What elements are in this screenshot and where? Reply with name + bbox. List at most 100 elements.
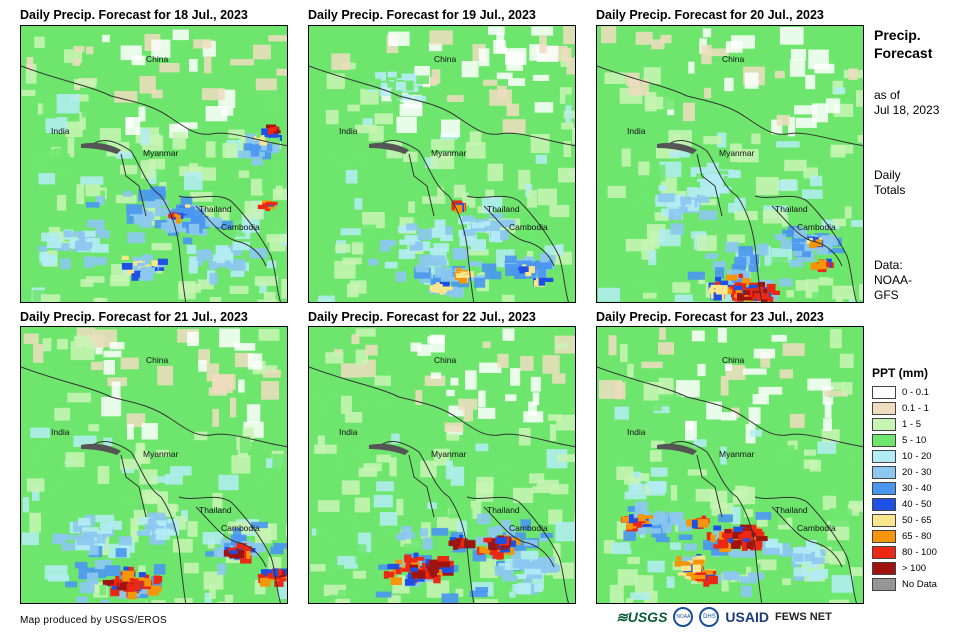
legend-swatch [872, 401, 896, 415]
legend-item: 10 - 20 [872, 448, 937, 464]
precip-raster [597, 26, 863, 302]
map-panel-3: China India Myanmar Thailand Cambodia [596, 25, 864, 303]
panel-title-2: Daily Precip. Forecast for 19 Jul., 2023 [308, 8, 536, 22]
place-label-china: China [434, 54, 457, 64]
place-label-thailand: Thailand [199, 204, 232, 214]
precip-raster [21, 327, 287, 603]
precip-raster [309, 327, 575, 603]
logo-strip: ≋USGS NOAA DHS USAID FEWS NET [616, 607, 832, 627]
legend-swatch [872, 481, 896, 495]
legend-swatch [872, 433, 896, 447]
place-label-cambodia: Cambodia [221, 222, 260, 232]
place-label-china: China [434, 355, 457, 365]
legend-item: 40 - 50 [872, 496, 937, 512]
as-of-date: as of Jul 18, 2023 [874, 88, 939, 118]
place-label-myanmar: Myanmar [143, 148, 179, 158]
place-label-india: India [51, 427, 70, 437]
daily-line1: Daily [874, 168, 901, 182]
legend-item: 80 - 100 [872, 544, 937, 560]
place-label-india: India [339, 126, 358, 136]
legend-label: 1 - 5 [902, 418, 922, 430]
panel-title-5: Daily Precip. Forecast for 22 Jul., 2023 [308, 310, 536, 324]
legend-item: 0.1 - 1 [872, 400, 937, 416]
legend-swatch [872, 385, 896, 399]
legend-item: 50 - 65 [872, 512, 937, 528]
legend-label: 20 - 30 [902, 466, 932, 478]
legend-swatch [872, 545, 896, 559]
panel-title-1: Daily Precip. Forecast for 18 Jul., 2023 [20, 8, 248, 22]
legend-label: No Data [902, 578, 937, 590]
legend-swatch [872, 449, 896, 463]
place-label-thailand: Thailand [487, 505, 520, 515]
place-label-india: India [51, 126, 70, 136]
usaid-logo: USAID [725, 609, 769, 625]
legend-swatch [872, 513, 896, 527]
place-label-china: China [146, 54, 169, 64]
precip-raster [597, 327, 863, 603]
precip-raster [21, 26, 287, 302]
credit-text: Map produced by USGS/EROS [20, 615, 168, 626]
map-panel-2: China India Myanmar Thailand Cambodia [308, 25, 576, 303]
legend-label: 30 - 40 [902, 482, 932, 494]
legend-item: No Data [872, 576, 937, 592]
panel-title-4: Daily Precip. Forecast for 21 Jul., 2023 [20, 310, 248, 324]
legend-title: PPT (mm) [872, 366, 929, 380]
place-label-thailand: Thailand [775, 204, 808, 214]
place-label-myanmar: Myanmar [431, 449, 467, 459]
fews-net-logo: FEWS NET [774, 611, 832, 623]
place-label-thailand: Thailand [199, 505, 232, 515]
noaa-logo: NOAA [673, 607, 694, 627]
place-label-cambodia: Cambodia [797, 222, 836, 232]
data-line1: Data: [874, 258, 903, 272]
as-of-line1: as of [874, 88, 901, 102]
daily-line2: Totals [874, 183, 906, 197]
side-title-line2: Forecast [874, 45, 933, 61]
legend-item: 0 - 0.1 [872, 384, 937, 400]
as-of-line2: Jul 18, 2023 [874, 103, 940, 117]
place-label-china: China [722, 355, 745, 365]
side-title-line1: Precip. [874, 27, 921, 43]
place-label-india: India [627, 126, 646, 136]
legend-label: 80 - 100 [902, 546, 937, 558]
legend-swatch [872, 561, 896, 575]
legend-label: 0 - 0.1 [902, 386, 929, 398]
place-label-thailand: Thailand [775, 505, 808, 515]
panel-title-6: Daily Precip. Forecast for 23 Jul., 2023 [596, 310, 824, 324]
place-label-thailand: Thailand [487, 204, 520, 214]
precip-raster [309, 26, 575, 302]
place-label-cambodia: Cambodia [797, 523, 836, 533]
legend-label: 65 - 80 [902, 530, 932, 542]
data-line2: NOAA- [874, 273, 913, 287]
place-label-myanmar: Myanmar [143, 449, 179, 459]
dhs-logo: DHS [699, 607, 720, 627]
legend-label: 10 - 20 [902, 450, 932, 462]
place-label-india: India [627, 427, 646, 437]
legend-item: 1 - 5 [872, 416, 937, 432]
legend-swatch [872, 497, 896, 511]
map-panel-1: China India Myanmar Thailand Cambodia [20, 25, 288, 303]
legend-item: 5 - 10 [872, 432, 937, 448]
legend-item: 20 - 30 [872, 464, 937, 480]
place-label-cambodia: Cambodia [221, 523, 260, 533]
panel-title-3: Daily Precip. Forecast for 20 Jul., 2023 [596, 8, 824, 22]
place-label-cambodia: Cambodia [509, 222, 548, 232]
legend-label: 0.1 - 1 [902, 402, 929, 414]
place-label-myanmar: Myanmar [719, 148, 755, 158]
place-label-china: China [146, 355, 169, 365]
map-panel-5: China India Myanmar Thailand Cambodia [308, 326, 576, 604]
place-label-myanmar: Myanmar [719, 449, 755, 459]
place-label-china: China [722, 54, 745, 64]
legend-item: 30 - 40 [872, 480, 937, 496]
data-line3: GFS [874, 288, 899, 302]
place-label-cambodia: Cambodia [509, 523, 548, 533]
place-label-india: India [339, 427, 358, 437]
legend-swatch [872, 465, 896, 479]
legend-swatch [872, 529, 896, 543]
map-panel-6: China India Myanmar Thailand Cambodia [596, 326, 864, 604]
legend: PPT (mm) 0 - 0.1 0.1 - 1 1 - 5 5 - 10 10 - 2… [872, 366, 937, 592]
legend-swatch [872, 577, 896, 591]
daily-totals: Daily Totals [874, 168, 905, 198]
legend-item: 65 - 80 [872, 528, 937, 544]
legend-label: 40 - 50 [902, 498, 932, 510]
side-title: Precip. Forecast [874, 26, 932, 62]
